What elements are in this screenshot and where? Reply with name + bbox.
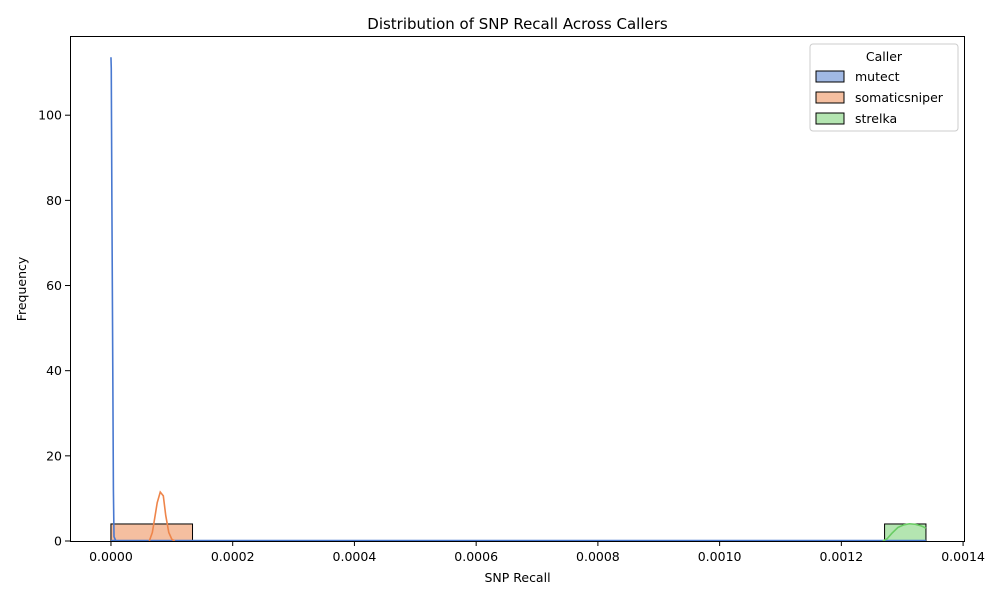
kde-curve-somaticsniper bbox=[148, 490, 176, 542]
y-tick-label: 20 bbox=[46, 448, 62, 463]
x-tick-label: 0.0012 bbox=[819, 549, 863, 564]
plot-area bbox=[110, 57, 927, 542]
histogram-bar-strelka bbox=[884, 523, 927, 542]
x-tick-label: 0.0006 bbox=[454, 549, 498, 564]
x-tick-label: 0.0000 bbox=[89, 549, 133, 564]
legend-label-strelka: strelka bbox=[855, 111, 897, 126]
y-tick-label: 0 bbox=[54, 534, 62, 549]
x-axis-label: SNP Recall bbox=[484, 570, 550, 585]
y-axis-label: Frequency bbox=[14, 256, 29, 321]
axes: 0.0000 0.0002 0.0004 0.0006 0.0008 0.0010 0.00… bbox=[38, 36, 985, 564]
legend-swatch-somaticsniper bbox=[815, 91, 845, 104]
chart-title: Distribution of SNP Recall Across Caller… bbox=[367, 15, 668, 33]
y-tick-label: 80 bbox=[46, 193, 62, 208]
y-tick-label: 40 bbox=[46, 363, 62, 378]
x-tick-label: 0.0004 bbox=[333, 549, 377, 564]
y-tick-label: 60 bbox=[46, 278, 62, 293]
x-tick-label: 0.0010 bbox=[698, 549, 742, 564]
kde-curve-strelka bbox=[882, 522, 927, 542]
y-tick-label: 100 bbox=[38, 108, 62, 123]
legend-swatch-strelka bbox=[815, 112, 845, 125]
plot-frame bbox=[70, 36, 965, 542]
legend-frame bbox=[809, 43, 959, 132]
legend-label-somaticsniper: somaticsniper bbox=[855, 90, 944, 105]
x-tick-label: 0.0002 bbox=[211, 549, 255, 564]
kde-curve-mutect bbox=[110, 57, 130, 542]
legend-label-mutect: mutect bbox=[855, 69, 900, 84]
x-tick-label: 0.0014 bbox=[941, 549, 985, 564]
legend-swatch-mutect bbox=[815, 70, 845, 83]
legend: Caller mutect somaticsniper strelka bbox=[809, 43, 959, 132]
x-tick-label: 0.0008 bbox=[576, 549, 620, 564]
legend-title: Caller bbox=[866, 49, 903, 64]
